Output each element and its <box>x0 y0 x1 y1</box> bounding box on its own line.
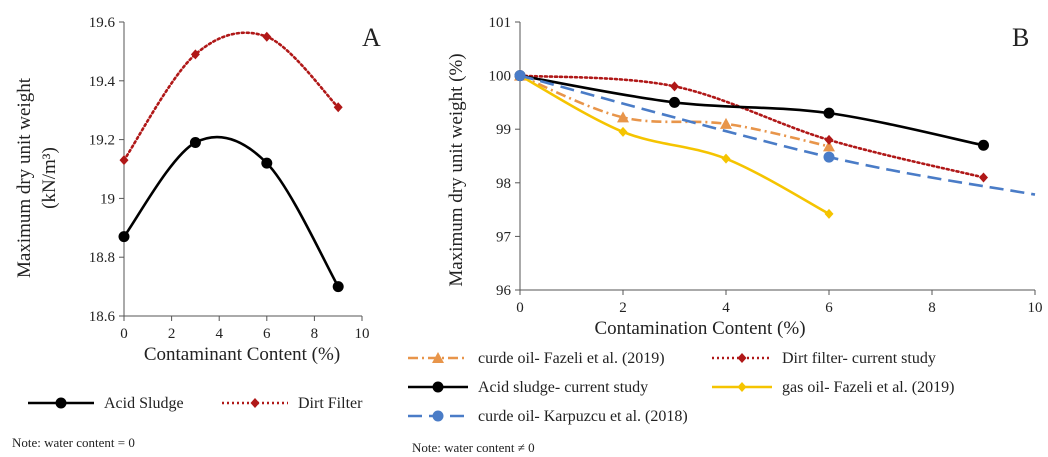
panel-b-series-line <box>519 74 830 148</box>
panel-b-legend-item: Dirt filter- current study <box>712 350 936 367</box>
panel-b-legend: curde oil- Fazeli et al. (2019) Dirt filt… <box>408 350 954 425</box>
panel-a-series-0 <box>118 135 344 293</box>
panel-a-legend-item: Dirt Filter <box>222 395 363 412</box>
panel-b-legend-item: gas oil- Fazeli et al. (2019) <box>712 379 954 396</box>
panel-b-series-line <box>518 74 985 179</box>
panel-a-note: Note: water content = 0 <box>12 435 135 450</box>
panel-b-data-point <box>670 81 679 92</box>
panel-a-data-point <box>261 157 273 169</box>
panel-b-legend-label: Acid sludge- current study <box>478 379 648 396</box>
panel-b-y-tick-label: 97 <box>496 229 512 245</box>
panel-a-y-tick-label: 19.2 <box>89 133 115 149</box>
panel-b-series-line <box>519 74 1036 196</box>
panel-b-legend-marker <box>737 353 747 363</box>
panel-a-data-point <box>119 155 129 166</box>
panel-b-series-line <box>519 74 830 216</box>
panel-a-legend-marker <box>55 397 67 409</box>
panel-b-series-4 <box>514 70 1036 196</box>
panel-a-chart: A 18.6 18.8 19 19.2 19.4 19.6 0 2 4 6 8 10 Contamin… <box>12 15 381 450</box>
panel-a-data-point <box>262 31 272 42</box>
panel-b-legend-label: curde oil- Fazeli et al. (2019) <box>478 350 665 367</box>
panel-b-legend-item: curde oil- Karpuzcu et al. (2018) <box>408 408 688 425</box>
panel-a-legend-label: Dirt Filter <box>298 395 363 412</box>
panel-b-legend-item: Acid sludge- current study <box>408 379 648 396</box>
panel-b-legend-marker <box>432 381 444 393</box>
panel-a-data-point <box>333 102 343 113</box>
panel-a-series <box>118 31 344 293</box>
panel-b-x-tick-label: 4 <box>722 300 730 316</box>
panel-b-data-point <box>618 126 628 137</box>
panel-b-x-axis-title: Contamination Content (%) <box>594 318 805 339</box>
panel-b-x-tick-label: 10 <box>1028 300 1043 316</box>
panel-a-data-point <box>118 231 130 243</box>
panel-b-data-point <box>823 140 835 152</box>
panel-b-label: B <box>1012 23 1029 52</box>
panel-a-y-tick-label: 18.6 <box>89 309 116 325</box>
panel-b-x-tick-label: 2 <box>619 300 627 316</box>
panel-b-chart: B 96 97 98 99 100 101 0 2 4 6 8 10 Contamination Co… <box>408 15 1043 455</box>
panel-b-x-tick-label: 6 <box>825 300 833 316</box>
panel-a-series-1 <box>119 31 343 166</box>
panel-b-y-tick-label: 100 <box>489 69 512 85</box>
panel-b-legend-marker <box>432 410 444 422</box>
panel-b-legend-label: gas oil- Fazeli et al. (2019) <box>782 379 954 396</box>
panel-b-axes: 96 97 98 99 100 101 0 2 4 6 8 10 <box>489 15 1043 316</box>
panel-a-legend-marker <box>250 398 260 408</box>
panel-a-x-tick-label: 10 <box>355 326 370 342</box>
panel-b-y-tick-label: 96 <box>496 283 512 299</box>
panel-a-legend-label: Acid Sludge <box>104 395 184 412</box>
panel-a-legend-item: Acid Sludge <box>28 395 184 412</box>
panel-b-note: Note: water content ≠ 0 <box>412 440 535 455</box>
panel-b-y-tick-label: 101 <box>489 15 512 31</box>
panel-b-series-3 <box>515 70 834 219</box>
panel-a-x-tick-label: 0 <box>120 326 128 342</box>
panel-a-y-tick-label: 19 <box>100 191 115 207</box>
panel-a-data-point <box>332 281 344 293</box>
panel-a-x-tick-label: 6 <box>263 326 271 342</box>
panel-b-y-tick-label: 98 <box>496 176 511 192</box>
panel-b-data-point <box>720 117 732 129</box>
panel-a-series-line <box>122 31 340 162</box>
panel-b-data-point <box>979 172 988 183</box>
panel-b-data-point <box>823 107 835 119</box>
panel-b-data-point <box>721 153 731 164</box>
panel-b-legend-marker <box>432 352 444 363</box>
panel-b-series <box>514 69 1036 219</box>
panel-b-x-tick-label: 0 <box>516 300 524 316</box>
panel-b-data-point <box>669 96 680 108</box>
panel-a-x-axis-title: Contaminant Content (%) <box>144 344 340 365</box>
panel-b-y-tick-label: 99 <box>496 122 511 138</box>
panel-b-data-point <box>514 70 526 82</box>
panel-a-label: A <box>362 23 381 52</box>
panel-a-data-point <box>189 137 201 149</box>
panel-b-data-point <box>617 111 629 123</box>
panel-b-data-point <box>824 134 834 145</box>
panel-a-axes: 18.6 18.8 19 19.2 19.4 19.6 0 2 4 6 8 10 <box>89 15 370 342</box>
panel-a-y-axis-title-line1: Maximum dry unit weight <box>14 77 35 278</box>
panel-b-legend-marker <box>737 382 747 392</box>
panel-a-legend: Acid Sludge Dirt Filter <box>28 395 363 412</box>
panel-a-data-point <box>190 49 200 60</box>
panel-b-legend-label: Dirt filter- current study <box>782 350 936 367</box>
panel-b-series-0 <box>514 69 835 152</box>
panel-b-legend-label: curde oil- Karpuzcu et al. (2018) <box>478 408 688 425</box>
panel-b-series-line <box>519 74 984 147</box>
panel-b-data-point <box>823 151 835 163</box>
panel-b-x-tick-label: 8 <box>928 300 936 316</box>
panel-a-x-tick-label: 2 <box>168 326 176 342</box>
panel-b-y-axis-title: Maximum dry unit weight (%) <box>446 53 467 286</box>
panel-a-y-tick-label: 19.6 <box>89 15 116 31</box>
panel-a-y-tick-label: 18.8 <box>89 250 115 266</box>
panel-a-y-tick-label: 19.4 <box>89 74 116 90</box>
panel-b-legend-item: curde oil- Fazeli et al. (2019) <box>408 350 665 367</box>
panel-a-series-line <box>122 135 340 288</box>
panel-a-x-tick-label: 4 <box>215 326 223 342</box>
panel-a-x-tick-label: 8 <box>311 326 319 342</box>
panel-b-data-point <box>824 208 834 219</box>
panel-a-y-axis-title-line2: (kN/m³) <box>39 147 60 209</box>
panel-b-data-point <box>978 139 989 151</box>
